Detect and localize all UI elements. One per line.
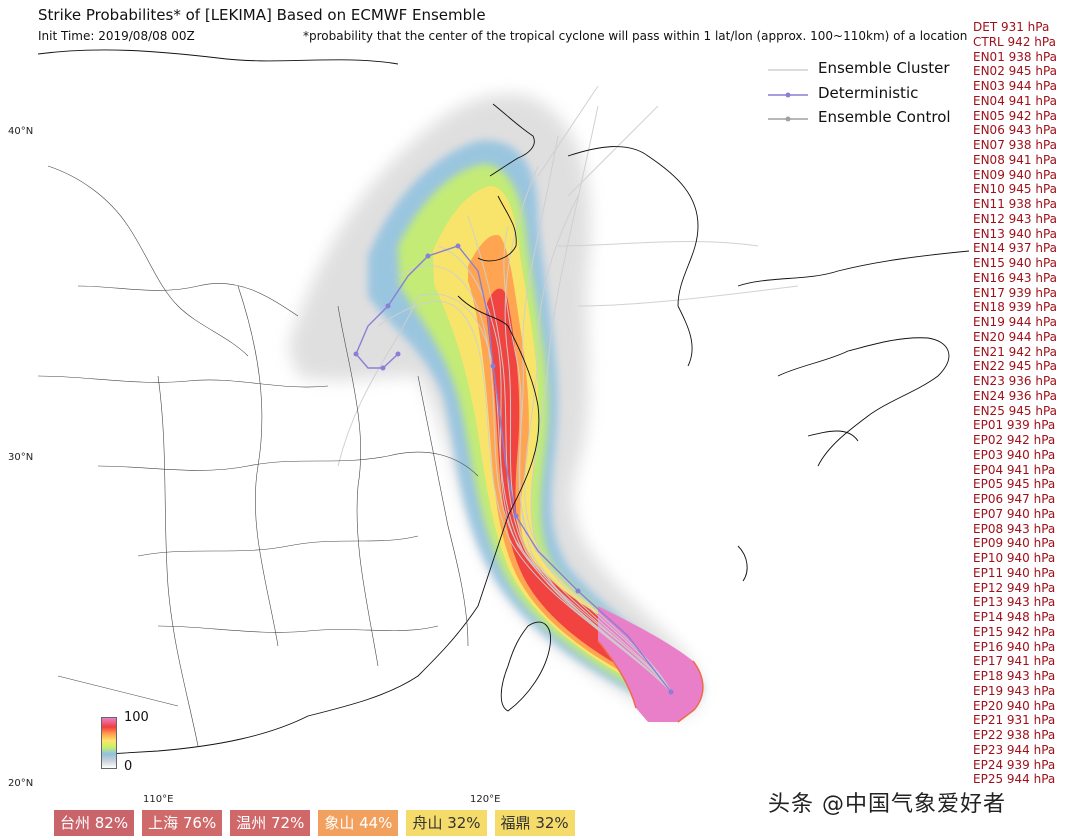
ensemble-cluster-tracks <box>337 85 799 693</box>
member-pressure-item: EN07 938 hPa <box>973 138 1058 152</box>
member-pressure-item: EP06 947 hPa <box>973 492 1056 506</box>
deterministic-points <box>353 243 674 695</box>
member-pressure-item: EN04 941 hPa <box>973 93 1058 108</box>
member-pressure-item: EN03 944 hPa <box>973 79 1058 93</box>
member-pressure-item: EN08 941 hPa <box>973 152 1058 167</box>
prob-orange <box>468 235 692 693</box>
member-pressure-item: EN20 944 hPa <box>973 329 1058 344</box>
member-pressure-item: EP13 943 hPa <box>973 595 1056 610</box>
member-pressure-item: EP24 939 hPa <box>973 757 1056 772</box>
member-pressure-item: EP01 939 hPa <box>973 418 1056 433</box>
member-pressure-item: EP08 943 hPa <box>973 521 1056 536</box>
colorbar-min-label: 0 <box>124 759 133 774</box>
member-pressure-item: EP15 942 hPa <box>973 624 1056 639</box>
member-pressure-item: EN02 945 hPa <box>973 64 1058 79</box>
lon-label-110: 110°E <box>143 794 174 805</box>
ensemble-cluster-swatch <box>768 62 808 74</box>
member-pressure-item: EN21 942 hPa <box>973 344 1058 359</box>
member-pressure-item: EN14 937 hPa <box>973 241 1058 256</box>
lat-label-20: 20°N <box>8 778 34 789</box>
init-time: Init Time: 2019/08/08 00Z <box>38 29 195 43</box>
member-pressure-item: EP23 944 hPa <box>973 742 1056 757</box>
legend-label: Ensemble Cluster <box>818 59 950 78</box>
legend-ensemble-control: Ensemble Control <box>768 105 951 130</box>
prob-red <box>486 288 688 690</box>
member-pressure-item: EP12 949 hPa <box>973 580 1056 595</box>
prob-pink <box>598 606 703 722</box>
legend-label: Ensemble Control <box>818 108 951 127</box>
member-pressure-item: EP04 941 hPa <box>973 462 1056 477</box>
member-pressure-item: EP19 943 hPa <box>973 683 1056 698</box>
member-pressure-item: DET 931 hPa <box>973 20 1050 34</box>
member-pressure-item: EN19 944 hPa <box>973 315 1058 329</box>
probability-colorbar <box>101 717 117 769</box>
legend-ensemble-cluster: Ensemble Cluster <box>768 56 951 81</box>
probability-note: *probability that the center of the trop… <box>303 29 968 43</box>
member-pressure-item: EP14 948 hPa <box>973 610 1056 624</box>
city-probability-badge: 舟山 32% <box>406 810 487 836</box>
member-pressure-item: EP21 931 hPa <box>973 713 1056 728</box>
prob-pink-edge <box>597 640 704 723</box>
strike-probability-map <box>38 49 969 755</box>
member-pressure-item: EN23 936 hPa <box>973 374 1058 388</box>
member-pressure-item: EN10 945 hPa <box>973 182 1058 197</box>
city-probability-badge: 福鼎 32% <box>494 810 575 836</box>
city-probability-badge: 上海 76% <box>142 810 223 836</box>
member-pressure-item: EN25 945 hPa <box>973 403 1058 418</box>
colorbar-max-label: 100 <box>124 710 149 725</box>
member-pressure-item: EP11 940 hPa <box>973 565 1056 580</box>
chart-title: Strike Probabilites* of [LEKIMA] Based o… <box>38 6 486 24</box>
lat-label-40: 40°N <box>8 126 34 137</box>
member-pressure-item: EP16 940 hPa <box>973 639 1056 654</box>
city-probability-badge: 台州 82% <box>54 810 135 836</box>
member-pressure-item: EP05 945 hPa <box>973 477 1056 492</box>
member-pressure-item: EN15 940 hPa <box>973 256 1058 270</box>
lon-label-120: 120°E <box>470 794 501 805</box>
coastlines <box>38 49 969 755</box>
deterministic-swatch <box>768 87 808 99</box>
legend-label: Deterministic <box>818 83 919 102</box>
member-pressure-item: EN22 945 hPa <box>973 359 1058 374</box>
member-pressure-item: EP03 940 hPa <box>973 447 1056 462</box>
member-pressure-item: CTRL 942 hPa <box>973 34 1056 49</box>
member-pressure-item: EN16 943 hPa <box>973 270 1058 285</box>
member-pressure-item: EN05 942 hPa <box>973 108 1058 123</box>
member-pressure-item: EP22 938 hPa <box>973 728 1056 742</box>
member-pressure-item: EP02 942 hPa <box>973 433 1056 447</box>
lat-label-30: 30°N <box>8 452 34 463</box>
member-pressure-list: DET 931 hPa CTRL 942 hPa EN01 938 hPa EN02 … <box>973 20 1065 787</box>
member-pressure-item: EN09 940 hPa <box>973 167 1058 182</box>
member-pressure-item: EP20 940 hPa <box>973 698 1056 713</box>
member-pressure-item: EP18 943 hPa <box>973 669 1056 683</box>
ensemble-control-swatch <box>768 111 808 123</box>
track-legend: Ensemble Cluster Deterministic Ensemble … <box>768 56 951 130</box>
member-pressure-item: EP17 941 hPa <box>973 654 1056 669</box>
member-pressure-item: EN13 940 hPa <box>973 226 1058 241</box>
city-probability-badge: 象山 44% <box>318 810 399 836</box>
member-pressure-item: EP10 940 hPa <box>973 551 1056 565</box>
city-probability-badge: 温州 72% <box>230 810 311 836</box>
city-probability-badges: 台州 82% 上海 76% 温州 72% 象山 44% 舟山 32% 福鼎 32% <box>54 810 575 836</box>
member-pressure-item: EN17 939 hPa <box>973 285 1058 300</box>
member-pressure-item: EN18 939 hPa <box>973 300 1058 315</box>
member-pressure-item: EP09 940 hPa <box>973 536 1056 551</box>
member-pressure-item: EN12 943 hPa <box>973 211 1058 226</box>
legend-deterministic: Deterministic <box>768 81 951 106</box>
member-pressure-item: EP07 940 hPa <box>973 506 1056 521</box>
member-pressure-item: EN11 938 hPa <box>973 197 1058 211</box>
member-pressure-item: EN06 943 hPa <box>973 123 1058 138</box>
member-pressure-item: EN24 936 hPa <box>973 388 1058 403</box>
province-borders <box>38 165 479 747</box>
watermark: 头条 @中国气象爱好者 <box>768 792 1006 817</box>
member-pressure-item: EN01 938 hPa <box>973 49 1058 64</box>
member-pressure-item: EP25 944 hPa <box>973 772 1056 787</box>
